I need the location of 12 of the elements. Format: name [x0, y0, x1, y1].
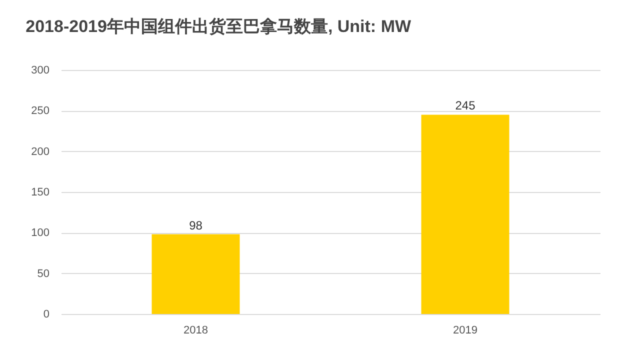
data-label: 98: [189, 218, 203, 232]
chart-title: 2018-2019年中国组件出货至巴拿马数量, Unit: MW: [26, 17, 412, 36]
x-tick-label: 2019: [453, 324, 478, 336]
y-tick-label: 100: [31, 227, 50, 240]
y-tick-label: 200: [31, 146, 50, 158]
x-tick-label: 2018: [184, 324, 208, 336]
y-tick-label: 150: [31, 186, 50, 198]
y-tick-label: 0: [43, 308, 50, 320]
y-tick-label: 50: [37, 268, 50, 280]
y-tick-label: 250: [31, 105, 50, 118]
data-label: 245: [455, 98, 476, 113]
y-tick-label: 300: [31, 64, 50, 76]
